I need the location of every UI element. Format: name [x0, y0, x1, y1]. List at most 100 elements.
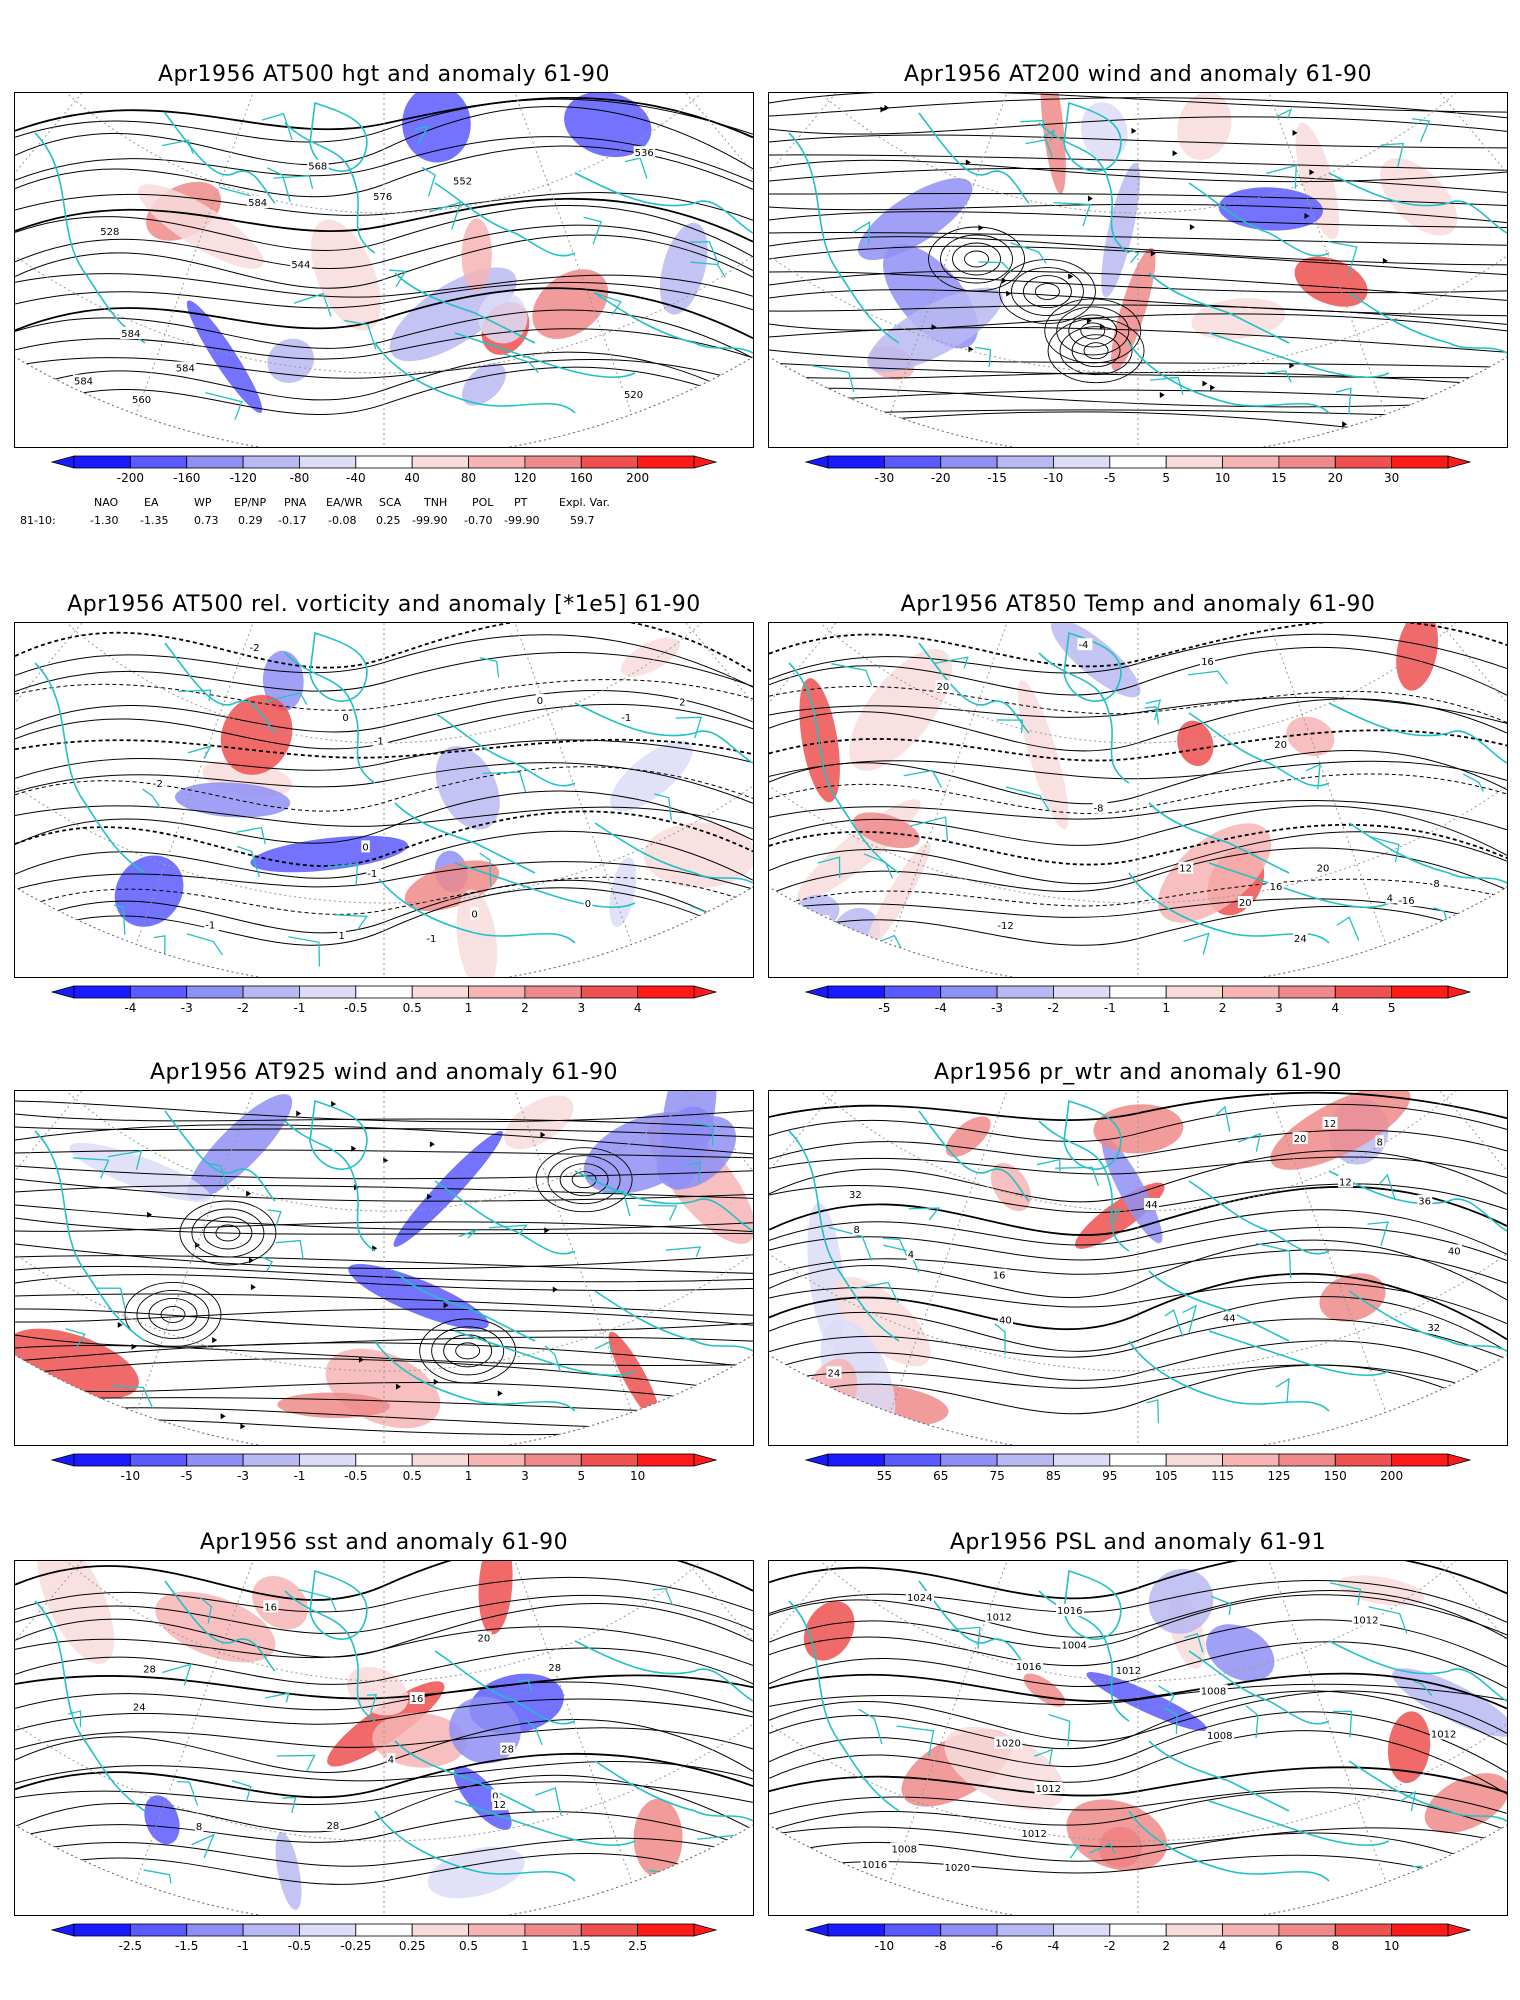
coastline: [1348, 822, 1507, 884]
contour-label-bg: [325, 1819, 341, 1832]
contour-line: [15, 679, 753, 711]
contour-label-bg: [890, 1842, 919, 1855]
colorbar-box: [468, 455, 526, 469]
vortex-streamline: [535, 1147, 633, 1213]
colorbar-box: [1222, 455, 1280, 469]
colorbar-tick-label: -20: [931, 471, 951, 485]
anomaly-shading: [404, 860, 500, 912]
country-border: [1144, 706, 1160, 725]
contour-label: 8: [1433, 879, 1439, 890]
contour-label-bg: [1020, 1827, 1049, 1840]
contour-label: 1008: [892, 1845, 917, 1856]
colorbar-end-triangle: [1447, 455, 1472, 469]
colorbar: -200 -160 -120 -80 -40 40 80 120 160 200: [50, 454, 718, 490]
contour-label: 32: [1427, 1323, 1440, 1334]
anomaly-shading: [1148, 1568, 1214, 1634]
colorbar-tick-label: 3: [577, 1001, 585, 1015]
contour-line: [15, 1774, 753, 1833]
colorbar: -5 -4 -3 -2 -1 1 2 3 4 5: [804, 984, 1472, 1020]
country-border: [153, 935, 166, 956]
country-border: [858, 1708, 883, 1745]
country-border: [72, 1157, 110, 1179]
country-border: [264, 692, 308, 706]
coastline: [374, 342, 576, 414]
map-layer: 20 -16 -12 -8 -4 4 8 12 16 16 20 24 24 20 20: [769, 623, 1507, 977]
contour-label-bg: [1056, 1603, 1085, 1616]
contour-line: [15, 790, 753, 845]
country-border: [366, 1694, 378, 1714]
map-layer: 32 4 8 12 16 20 24 32 36 40 44 12 8 40 44: [769, 1091, 1507, 1445]
contour-label-bg: [372, 734, 388, 747]
map-svg: 520 528 536 544 552 560 568 576 584 584 584 584: [15, 93, 753, 447]
colorbar-box: [1278, 985, 1336, 999]
contour-line: [769, 633, 1507, 680]
colorbar: -10 -8 -6 -4 -2 2 4 6 8 10: [804, 1922, 1472, 1958]
colorbar-svg: -2.5 -1.5 -1 -0.5 -0.25 0.25 0.5 1 1.5 2.5: [50, 1923, 718, 1953]
colorbar-tick-label: 10: [630, 1469, 645, 1483]
contour-label: 568: [308, 162, 327, 173]
contour-label-bg: [852, 1222, 861, 1235]
coastline: [594, 822, 753, 884]
anomaly-shading: [945, 1116, 991, 1158]
contour-line: [15, 762, 753, 804]
country-border: [1182, 1304, 1198, 1333]
streamline-arrow: [497, 1390, 503, 1397]
index-header-nao: NAO: [94, 496, 119, 509]
streamline: [769, 313, 1507, 332]
contour-line: [15, 652, 753, 693]
colorbar-svg: -30 -20 -15 -10 -5 5 10 15 20 30: [804, 455, 1472, 485]
anomaly-shading: [427, 1846, 525, 1899]
country-border: [282, 1796, 297, 1813]
contour-line: [769, 1185, 1507, 1236]
contour-line: [15, 98, 753, 143]
coastline: [1208, 332, 1390, 378]
colorbar-box: [524, 985, 582, 999]
coastline: [574, 172, 753, 234]
streamline: [15, 1184, 753, 1199]
country-border: [544, 1345, 562, 1373]
anomaly-shading: [402, 93, 471, 163]
contour-label-bg: [678, 695, 687, 708]
vortex-streamline: [455, 1342, 481, 1360]
colorbar-tick-label: 115: [1211, 1469, 1234, 1483]
coastline: [1348, 1290, 1507, 1352]
colorbar: -10 -5 -3 -1 -0.5 0.5 1 3 5 10: [50, 1452, 718, 1488]
contour-line: [15, 1853, 753, 1890]
index-value-tnh: -99.90: [412, 514, 448, 527]
anomaly-shading: [220, 694, 293, 775]
country-border: [1264, 370, 1292, 383]
colorbar-box: [186, 1453, 244, 1467]
contour-line: [15, 357, 753, 386]
contour-label: -1: [374, 737, 384, 748]
anomaly-shading: [1023, 1673, 1066, 1707]
colorbar-tick-label: 0.25: [399, 1939, 426, 1953]
colorbar-box: [1109, 1923, 1167, 1937]
colorbar-tick-label: 6: [1275, 1939, 1283, 1953]
contour-label: 2: [679, 697, 685, 708]
anomaly-shading: [807, 1202, 845, 1348]
vortex-streamline: [952, 242, 1001, 276]
contour-line: [769, 1791, 1507, 1832]
streamline-arrow: [1304, 212, 1310, 219]
colorbar-end-triangle: [804, 985, 829, 999]
streamline: [15, 1217, 753, 1235]
colorbar-tick-label: 8: [1331, 1939, 1339, 1953]
colorbar-tick-label: -8: [935, 1939, 947, 1953]
contour-label-bg: [943, 1861, 972, 1874]
contour-label-bg: [131, 1700, 147, 1713]
colorbar-tick-label: 120: [513, 471, 536, 485]
anomaly-shading: [453, 1766, 512, 1830]
contour-label: 576: [373, 192, 392, 203]
coastline: [434, 1180, 576, 1255]
colorbar-box: [1053, 1453, 1111, 1467]
contour-label-bg: [174, 361, 197, 374]
colorbar-tick-label: -3: [991, 1001, 1003, 1015]
contour-label: 0: [492, 1792, 498, 1803]
coastline: [1328, 1640, 1507, 1702]
colorbar-tick-label: 10: [1384, 1939, 1399, 1953]
colorbar-end-triangle: [804, 1923, 829, 1937]
panel-title: Apr1956 sst and anomaly 61-90: [199, 1530, 569, 1555]
colorbar-end-triangle: [693, 455, 718, 469]
coastline: [394, 1270, 536, 1342]
coastline: [1328, 1170, 1507, 1232]
